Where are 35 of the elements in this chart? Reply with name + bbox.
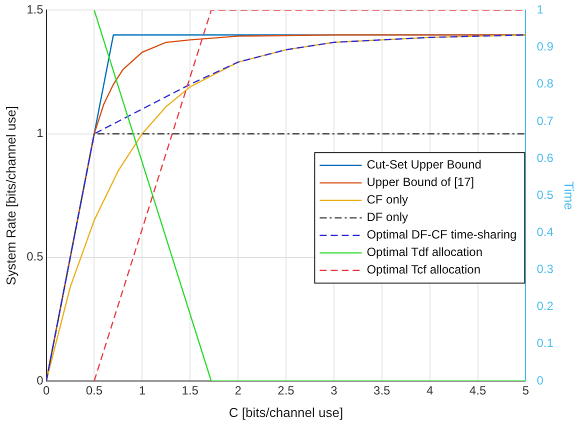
y2-tick-label: 0.6 (536, 150, 554, 165)
y2-tick-label: 0.3 (536, 262, 554, 276)
x-tick-label: 0.5 (86, 384, 103, 398)
legend-label: Optimal DF-CF time-sharing (366, 228, 517, 242)
x-tick-label: 1.5 (182, 384, 199, 398)
legend-label: Cut-Set Upper Bound (366, 158, 482, 172)
y-tick-label: 1.5 (26, 2, 44, 17)
x-tick-label: 1 (138, 384, 146, 398)
y-tick-label: 0 (36, 373, 44, 388)
y2-axis-title: Time (562, 181, 577, 210)
legend-label: Upper Bound of [17] (366, 175, 474, 190)
x-tick-label: 5 (522, 384, 530, 398)
x-tick-label: 4.5 (469, 384, 486, 398)
legend-label: DF only (366, 210, 408, 224)
y2-tick-label: 0.8 (536, 76, 554, 91)
y2-tick-label: 0.5 (536, 188, 554, 202)
legend-label: CF only (366, 192, 408, 207)
x-tick-label: 2.5 (278, 384, 295, 398)
y-tick-label: 1 (36, 126, 44, 140)
y2-tick-label: 0.7 (536, 114, 554, 128)
y2-tick-label: 1 (536, 2, 544, 17)
y2-tick-label: 0.9 (536, 40, 554, 54)
x-axis-title: C [bits/channel use] (228, 404, 344, 420)
y2-tick-label: 0.4 (536, 224, 554, 239)
y-axis-title: System Rate [bits/channel use] (3, 106, 18, 286)
x-tick-label: 3 (330, 384, 338, 398)
x-tick-label: 3.5 (374, 384, 391, 398)
y2-tick-label: 0.2 (536, 299, 554, 314)
legend-label: Optimal Tdf allocation (366, 245, 483, 260)
legend-label: Optimal Tcf allocation (366, 262, 481, 277)
x-tick-label: 4 (426, 384, 434, 398)
y-tick-label: 0.5 (26, 250, 44, 264)
y2-tick-label: 0.1 (536, 336, 554, 350)
y2-tick-label: 0 (536, 373, 544, 388)
x-tick-label: 2 (234, 384, 242, 398)
